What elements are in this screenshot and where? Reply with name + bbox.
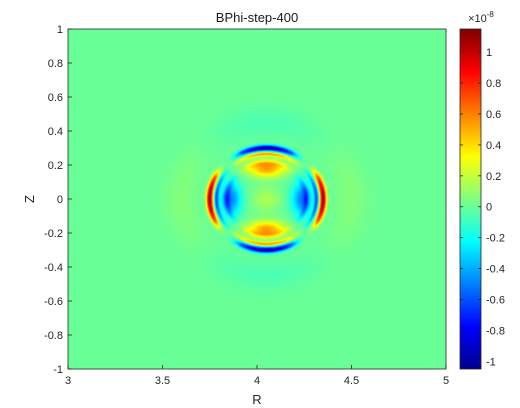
y-axis-ticks: -1 -0.8 -0.6 -0.4 -0.2 0 0.2 0.4 0.6 0.8 1 <box>44 24 72 376</box>
x-tick-label: 4 <box>254 375 260 387</box>
y-tick-label: 0.8 <box>48 58 63 70</box>
colorbar-tick-label: 0 <box>486 202 492 214</box>
x-axis-label: R <box>252 392 261 407</box>
x-axis-ticks: 3 3.5 4 4.5 5 <box>65 365 449 387</box>
plot-area: 3 3.5 4 4.5 5 -1 -0.8 -0.6 -0.4 -0.2 0 0.2 0.4 0.6 0.… <box>44 24 449 387</box>
y-tick-label: 1 <box>57 24 63 36</box>
x-tick-label: 3 <box>65 375 71 387</box>
colorbar-tick-label: 0.2 <box>486 171 501 183</box>
colorbar-exponent: -8 <box>487 10 495 19</box>
heatmap-field <box>68 29 446 369</box>
colorbar-tick-label: 1 <box>486 47 492 59</box>
colorbar-tick-label: -0.8 <box>486 325 505 337</box>
colorbar: -1 -0.8 -0.6 -0.4 -0.2 0 0.2 0.4 0.6 0.8 1 ×10-8 <box>459 10 505 370</box>
colorbar-tick-label: -0.2 <box>486 233 505 245</box>
y-tick-label: -1 <box>53 364 63 376</box>
colorbar-gradient <box>459 28 482 370</box>
y-tick-label: -0.2 <box>44 228 63 240</box>
y-tick-label: -0.4 <box>44 262 63 274</box>
y-tick-label: 0 <box>57 194 63 206</box>
colorbar-tick-label: -0.6 <box>486 294 505 306</box>
chart-title: BPhi-step-400 <box>216 10 298 25</box>
y-tick-label: -0.6 <box>44 296 63 308</box>
y-axis-label: Z <box>22 195 37 203</box>
y-tick-label: 0.4 <box>48 126 63 138</box>
colorbar-tick-label: 0.8 <box>486 78 501 90</box>
x-tick-label: 4.5 <box>344 375 359 387</box>
x-tick-label: 3.5 <box>155 375 170 387</box>
x-tick-label: 5 <box>443 375 449 387</box>
colorbar-tick-label: 0.4 <box>486 140 501 152</box>
y-tick-label: 0.2 <box>48 160 63 172</box>
y-tick-label: 0.6 <box>48 92 63 104</box>
colorbar-ticks: -1 -0.8 -0.6 -0.4 -0.2 0 0.2 0.4 0.6 0.8 1 <box>460 47 505 368</box>
colorbar-multiplier: ×10-8 <box>468 10 494 25</box>
colorbar-tick-label: -0.4 <box>486 264 505 276</box>
y-tick-label: -0.8 <box>44 330 63 342</box>
colorbar-tick-label: -1 <box>486 356 496 368</box>
colorbar-tick-label: 0.6 <box>486 109 501 121</box>
